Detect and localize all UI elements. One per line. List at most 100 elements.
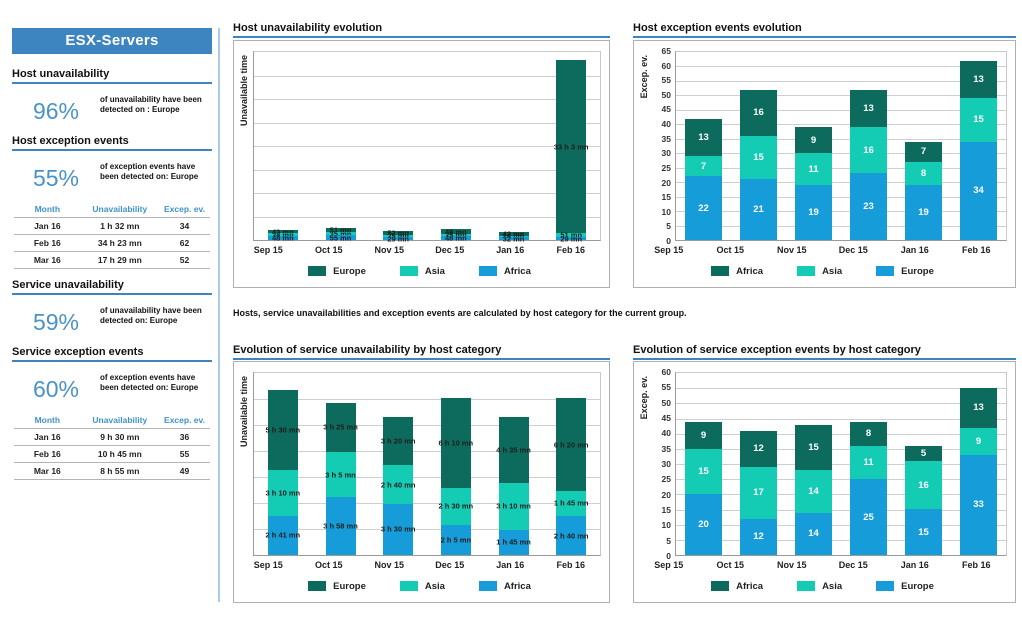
segment-value-label: 6 h 20 mn [553, 440, 589, 450]
gridline [254, 477, 600, 478]
bar-segment-europe-nov-15: 19 [794, 185, 833, 240]
legend-color-chip [308, 581, 327, 591]
bar-segment-asia-oct-15: 15 [739, 135, 778, 180]
section-heading-host-exception-events: Host exception events [12, 135, 212, 151]
gridline [254, 75, 600, 77]
x-tick-label: Oct 15 [716, 560, 744, 570]
plot-area: 9 15 20 12 17 12 15 14 14 8 11 25 5 16 15 13 9 33 [675, 372, 1007, 556]
bar-segment-asia-sep-15: 28 mn [267, 230, 298, 239]
bar-stack: 9 11 19 [794, 127, 833, 240]
y-tick-label: 35 [661, 443, 671, 454]
x-tick-label: Oct 15 [716, 245, 744, 255]
column-header: Excep. ev. [159, 202, 210, 218]
bar-segment-asia-jan-16: 3 h 10 mn [496, 483, 531, 530]
legend-item-asia: Asia [797, 581, 842, 592]
bar-segment-asia-jan-16: 18 mn [498, 232, 529, 241]
gridline [676, 138, 1006, 140]
table-cell: 49 [159, 462, 210, 480]
bars-container: 9 15 20 12 17 12 15 14 14 8 11 25 5 16 15 13 9 33 [676, 373, 1006, 555]
bar-column-oct-15: 16 15 21 [731, 52, 786, 240]
segment-value-label: 25 [863, 511, 874, 523]
x-axis-labels: Sep 15 Oct 15 Nov 15 Dec 15 Jan 16 Feb 16 [638, 556, 1007, 574]
chart-host-unavailability-evolution: Unavailable time 43 mn 28 mn 48 mn 51 mn 35 … [233, 40, 610, 288]
gridline [676, 95, 1006, 97]
bar-column-oct-15: 51 mn 35 mn 55 mn [312, 52, 370, 243]
bar-stack: 7 8 19 [904, 141, 943, 240]
gridline [254, 529, 600, 530]
legend-label: Asia [822, 580, 843, 592]
x-tick-label: Dec 15 [838, 245, 868, 255]
column-header: Month [14, 413, 81, 429]
table-cell: Mar 16 [14, 251, 81, 269]
bar-segment-asia-nov-15: 14 [794, 470, 833, 513]
bar-segment-africa-jan-16: 7 [904, 141, 943, 162]
table-cell: 52 [159, 251, 210, 269]
table-row: Feb 16 10 h 45 mn 55 [14, 445, 210, 463]
x-tick-label: Jan 16 [900, 245, 929, 255]
gridline [676, 211, 1006, 213]
segment-value-label: 14 [808, 485, 819, 497]
legend-label: Asia [424, 580, 445, 592]
table-cell: Feb 16 [14, 445, 81, 463]
segment-value-label: 2 h 40 mn [553, 531, 589, 541]
segment-value-label: 11 [863, 456, 874, 468]
x-tick-label: Feb 16 [556, 560, 585, 570]
segment-value-label: 51 mn [329, 225, 352, 235]
segment-value-label: 1 h 45 mn [553, 498, 589, 508]
segment-value-label: 25 mn [445, 230, 467, 240]
bar-segment-africa-nov-15: 9 [794, 127, 833, 154]
y-tick-label: 50 [661, 397, 671, 408]
gridline [676, 196, 1006, 198]
y-tick-label: 35 [661, 133, 671, 144]
bar-stack: 13 15 34 [959, 60, 998, 240]
x-tick-label: Dec 15 [435, 245, 465, 255]
bar-segment-africa-sep-15: 13 [684, 118, 723, 157]
bar-stack: 13 9 33 [959, 388, 998, 555]
bar-segment-asia-dec-15: 2 h 30 mn [439, 488, 473, 525]
legend-item-europe: Europe [876, 581, 934, 592]
explanatory-note: Hosts, service unavailabilities and exce… [233, 308, 687, 318]
bar-column-nov-15: 15 14 14 [786, 373, 841, 555]
y-tick-label: 55 [661, 75, 671, 86]
bar-segment-asia-feb-16: 51 mn [556, 231, 587, 240]
y-tick-label: 0 [666, 551, 671, 561]
bar-segment-africa-dec-15: 2 h 5 mn [441, 524, 471, 555]
legend-label: Europe [901, 265, 934, 277]
segment-value-label: 55 mn [329, 233, 352, 243]
bar-column-oct-15: 3 h 25 mn 3 h 5 mn 3 h 58 mn [312, 373, 370, 555]
segment-value-label: 16 [863, 144, 874, 156]
y-tick-label: 25 [661, 162, 671, 173]
stat-host-exception-events: 55% of exception events have been detect… [12, 159, 212, 192]
segment-value-label: 32 mn [502, 234, 525, 244]
stat-region: Europe [149, 316, 178, 326]
segment-value-label: 3 h 58 mn [323, 521, 358, 531]
stat-description: of exception events have been detected o… [100, 373, 199, 393]
bar-segment-africa-oct-15: 55 mn [325, 233, 356, 243]
bar-stack: 4 h 35 mn 3 h 10 mn 1 h 45 mn [496, 416, 531, 555]
host-monthly-table: Month Unavailability Excep. ev. Jan 16 1 h 3… [14, 202, 210, 269]
y-tick-label: 25 [661, 474, 671, 485]
chart-title-host-unavailability-evolution: Host unavailability evolution [233, 22, 610, 38]
segment-value-label: 20 [698, 519, 709, 531]
bar-column-dec-15: 13 16 23 [841, 52, 896, 240]
bar-stack: 51 mn 35 mn 55 mn [325, 225, 356, 243]
bar-segment-africa-dec-15: 8 [849, 421, 888, 446]
gridline [676, 509, 1006, 511]
bar-segment-europe-dec-15: 25 [849, 479, 888, 555]
bars-container: 13 7 22 16 15 21 9 11 19 13 16 23 7 8 19 13 15 34 [676, 52, 1006, 240]
plot-area: 13 7 22 16 15 21 9 11 19 13 16 23 7 8 19 13 15 34 [675, 51, 1007, 241]
bar-segment-africa-jan-16: 32 mn [498, 234, 529, 244]
bar-segment-africa-feb-16: 29 mn [556, 234, 587, 243]
legend-item-asia: Asia [797, 266, 842, 277]
bar-segment-asia-jan-16: 16 [904, 460, 943, 510]
gridline [676, 433, 1006, 435]
table-cell: Mar 16 [14, 462, 81, 480]
x-tick-label: Sep 15 [654, 560, 684, 570]
segment-value-label: 15 [973, 114, 984, 126]
y-axis-label: Unavailable time [239, 55, 249, 127]
segment-value-label: 33 [973, 499, 984, 511]
bar-segment-africa-nov-15: 3 h 30 mn [381, 504, 415, 555]
bar-segment-europe-feb-16: 33 h 3 mn [554, 60, 588, 234]
segment-value-label: 15 [918, 526, 929, 538]
bar-stack: 8 11 25 [849, 421, 888, 555]
